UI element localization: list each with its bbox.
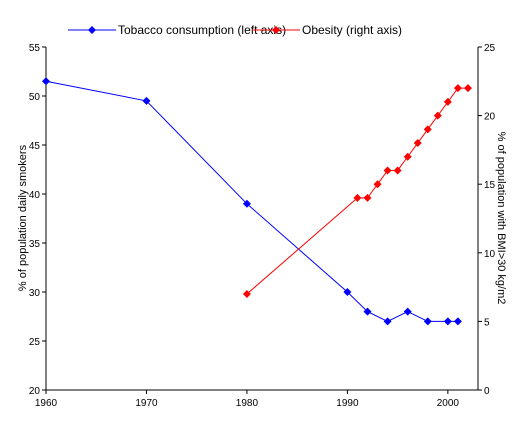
y-right-tick-label: 15 [484, 180, 496, 191]
series-layer [42, 77, 472, 326]
y-left-tick-label: 30 [29, 288, 41, 299]
data-point-tobacco [142, 96, 151, 105]
y-axis-right-title: % of population with BMI>30 kg/m2 [495, 132, 507, 305]
y-right-tick-label: 20 [484, 112, 496, 123]
data-point-obesity [242, 289, 251, 298]
y-left-tick-label: 20 [29, 386, 41, 397]
x-tick-label: 1960 [35, 398, 58, 409]
y-right-tick-label: 0 [484, 386, 490, 397]
y-axis-left-title: % of population daily smokers [17, 144, 29, 291]
data-point-obesity [403, 152, 412, 161]
x-tick-label: 1980 [236, 398, 259, 409]
data-point-obesity [383, 166, 392, 175]
data-point-obesity [443, 97, 452, 106]
data-point-obesity [433, 111, 442, 120]
data-point-obesity [453, 84, 462, 93]
data-point-tobacco [403, 307, 412, 316]
x-tick-label: 1990 [336, 398, 359, 409]
y-right-tick-label: 25 [484, 43, 496, 54]
data-point-tobacco [343, 288, 352, 296]
legend-item-tobacco: Tobacco consumption (left axis) [68, 23, 286, 37]
data-point-obesity [353, 193, 362, 202]
data-point-obesity [463, 84, 472, 93]
y-left-tick-label: 40 [29, 190, 41, 201]
y-left-tick-label: 35 [29, 239, 41, 250]
data-point-obesity [413, 139, 422, 148]
series-line-tobacco [45, 80, 458, 322]
y-left-tick-label: 55 [29, 43, 41, 54]
data-point-tobacco [423, 317, 432, 326]
data-point-tobacco [242, 199, 251, 208]
y-left-tick-label: 45 [29, 141, 41, 152]
y-left-tick-label: 25 [29, 337, 41, 348]
x-tick-label: 2000 [437, 398, 460, 409]
data-point-tobacco [42, 77, 50, 86]
legend: Tobacco consumption (left axis) Obesity … [68, 23, 402, 37]
y-right-tick-label: 10 [484, 249, 496, 260]
axes: 1960 1970 1980 1990 2000 20 25 30 35 40 45 50 55 0 5 10… [29, 43, 496, 409]
y-left-tick-label: 50 [29, 92, 41, 103]
data-point-tobacco [383, 317, 392, 326]
series-line-obesity [246, 87, 468, 295]
y-right-tick-label: 5 [484, 317, 490, 328]
legend-label-tobacco: Tobacco consumption (left axis) [118, 23, 286, 37]
legend-swatch-tobacco-marker [88, 26, 96, 34]
data-point-obesity [393, 166, 402, 175]
legend-swatch-obesity-marker [272, 26, 280, 34]
data-point-tobacco [453, 317, 462, 326]
data-point-obesity [423, 125, 432, 134]
data-point-tobacco [363, 307, 372, 316]
legend-label-obesity: Obesity (right axis) [302, 23, 402, 37]
data-point-obesity [373, 180, 382, 189]
legend-item-obesity: Obesity (right axis) [252, 23, 402, 37]
data-point-obesity [363, 193, 372, 202]
data-point-tobacco [443, 317, 452, 326]
x-tick-label: 1970 [135, 398, 158, 409]
